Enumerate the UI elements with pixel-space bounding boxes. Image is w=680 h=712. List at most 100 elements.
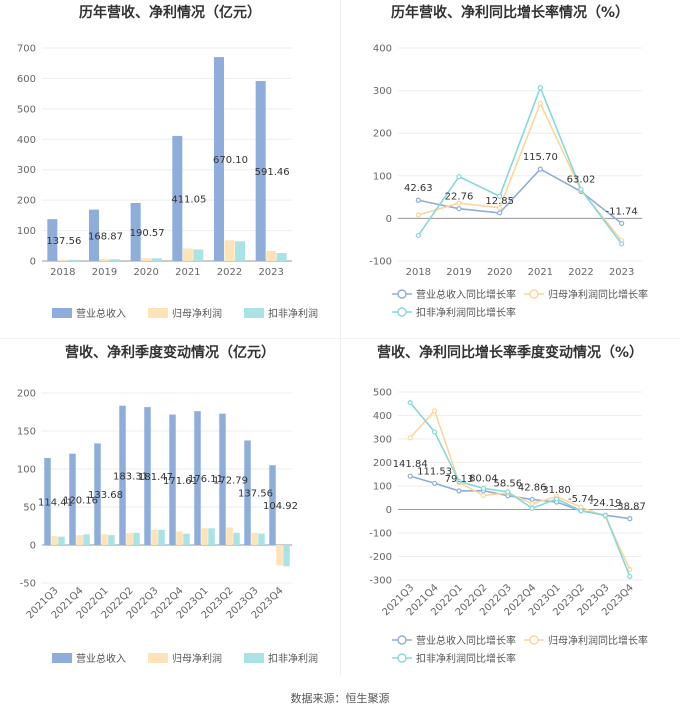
series-point xyxy=(619,241,625,247)
x-tick-label: 2019 xyxy=(92,267,117,278)
bar-net-profit xyxy=(101,534,108,545)
data-label: 141.84 xyxy=(393,459,428,470)
x-tick-label: 2018 xyxy=(406,267,431,278)
series-point xyxy=(431,429,438,435)
bar-revenue xyxy=(269,465,276,545)
bar-deducted-net-profit xyxy=(233,532,240,545)
bar-revenue xyxy=(172,135,183,261)
annual-growth-line-chart: -100 0 100 200 300 400 2018 2019 2020 2021 2022 202… xyxy=(369,44,648,320)
series-point xyxy=(431,408,438,414)
bar-net-profit xyxy=(57,259,68,261)
y-tick-label: 0 xyxy=(386,505,392,516)
data-label: 80.04 xyxy=(469,474,498,485)
y-tick-label: 100 xyxy=(17,226,36,237)
series-point xyxy=(431,480,438,486)
legend-label: 营业总收入同比增长率 xyxy=(416,288,516,301)
legend-label: 归母净利润 xyxy=(172,652,222,665)
y-tick-label: 50 xyxy=(23,503,36,514)
bar-revenue xyxy=(219,413,226,545)
y-tick-label: 0 xyxy=(30,541,36,552)
x-tick-label: 2022 xyxy=(568,267,593,278)
data-label: 137.56 xyxy=(238,489,273,500)
series-point xyxy=(407,473,413,479)
bar-net-profit xyxy=(226,527,233,545)
legend-label: 营业总收入 xyxy=(76,307,126,320)
series-point xyxy=(537,166,543,172)
data-label: -24.19 xyxy=(589,498,621,509)
bar-net-profit xyxy=(266,250,277,261)
bar-revenue xyxy=(94,443,101,545)
y-tick-label: 600 xyxy=(17,74,36,85)
bar-deducted-net-profit xyxy=(133,532,140,545)
bar-deducted-net-profit xyxy=(110,259,120,261)
x-tick-label: 2018 xyxy=(50,267,75,278)
bar-deducted-net-profit xyxy=(258,533,265,545)
data-label: 183.31 xyxy=(113,471,148,482)
y-tick-label: -200 xyxy=(369,552,392,563)
x-tick-label: 2020 xyxy=(487,267,512,278)
series-point xyxy=(456,478,462,484)
series-line-2 xyxy=(417,85,623,245)
bar-revenue xyxy=(169,414,176,545)
legend-label: 归母净利润 xyxy=(172,307,222,320)
y-tick-label: 100 xyxy=(17,465,36,476)
series-point xyxy=(578,508,584,514)
x-tick-label: 2021 xyxy=(528,267,553,278)
y-tick-label: 150 xyxy=(17,427,36,438)
chart-title: 历年营收、净利情况（亿元） xyxy=(79,5,261,21)
legend-label: 扣非净利润 xyxy=(268,652,318,665)
data-label: 22.76 xyxy=(445,192,474,203)
series-point xyxy=(407,399,413,406)
data-label: 190.57 xyxy=(130,228,165,239)
bar-deducted-net-profit xyxy=(183,533,190,545)
chart-title: 营收、净利季度变动情况（亿元） xyxy=(65,345,275,361)
bar-net-profit xyxy=(76,535,83,545)
y-tick-label: -100 xyxy=(369,257,392,268)
y-tick-label: 100 xyxy=(373,482,392,493)
legend-swatch xyxy=(148,653,168,663)
quarterly-revenue-profit-panel: 营收、净利季度变动情况（亿元） -50 0 50 100 150 200 2021Q3 202… xyxy=(0,340,340,680)
y-tick-label: 700 xyxy=(17,44,36,55)
legend-marker xyxy=(397,635,407,645)
quarterly-bar-chart: -500501001502002021Q32021Q42022Q12022Q22… xyxy=(17,389,318,666)
series-point xyxy=(456,200,462,206)
bar-net-profit xyxy=(51,535,58,545)
x-tick-label: 2023 xyxy=(258,267,283,278)
bar-net-profit xyxy=(176,531,183,545)
data-label: 42.63 xyxy=(404,183,433,194)
bar-deducted-net-profit xyxy=(193,249,204,261)
bar-net-profit xyxy=(276,545,283,566)
series-line-1 xyxy=(409,409,631,570)
quarterly-growth-panel: 营收、净利同比增长率季度变动情况（%） -300 -200 -100 0 100 200 3… xyxy=(340,340,680,680)
bar-revenue xyxy=(255,81,266,262)
bar-deducted-net-profit xyxy=(83,534,90,545)
series-point xyxy=(529,501,535,507)
bar-revenue xyxy=(69,453,76,545)
bar-net-profit xyxy=(99,258,110,261)
data-label: 63.02 xyxy=(567,175,596,186)
data-label: 115.70 xyxy=(523,152,558,163)
data-label: -11.74 xyxy=(606,206,638,217)
x-tick-label: 2023 xyxy=(609,267,634,278)
series-point xyxy=(415,212,421,218)
series-point xyxy=(456,206,462,212)
legend-label: 归母净利润同比增长率 xyxy=(548,288,648,301)
legend-marker xyxy=(397,289,407,299)
legend-marker xyxy=(397,307,407,317)
series-point xyxy=(619,220,625,227)
annual-bar-chart: 0 100 200 300 400 500 600 700 2018 2019 2020 2021 20… xyxy=(17,44,318,321)
series-point xyxy=(456,174,462,180)
data-label: 591.46 xyxy=(255,167,290,178)
series-point xyxy=(497,210,503,216)
series-point xyxy=(415,197,421,203)
vertical-divider xyxy=(340,0,341,675)
legend-label: 归母净利润同比增长率 xyxy=(548,634,648,647)
legend-marker xyxy=(529,635,539,645)
chart-title: 历年营收、净利同比增长率情况（%） xyxy=(390,5,630,21)
series-point xyxy=(497,205,503,211)
bar-revenue xyxy=(130,203,141,261)
data-label: 137.56 xyxy=(46,236,81,247)
y-tick-label: 400 xyxy=(373,44,392,55)
data-label: 111.53 xyxy=(417,466,452,477)
series-point xyxy=(537,85,543,91)
